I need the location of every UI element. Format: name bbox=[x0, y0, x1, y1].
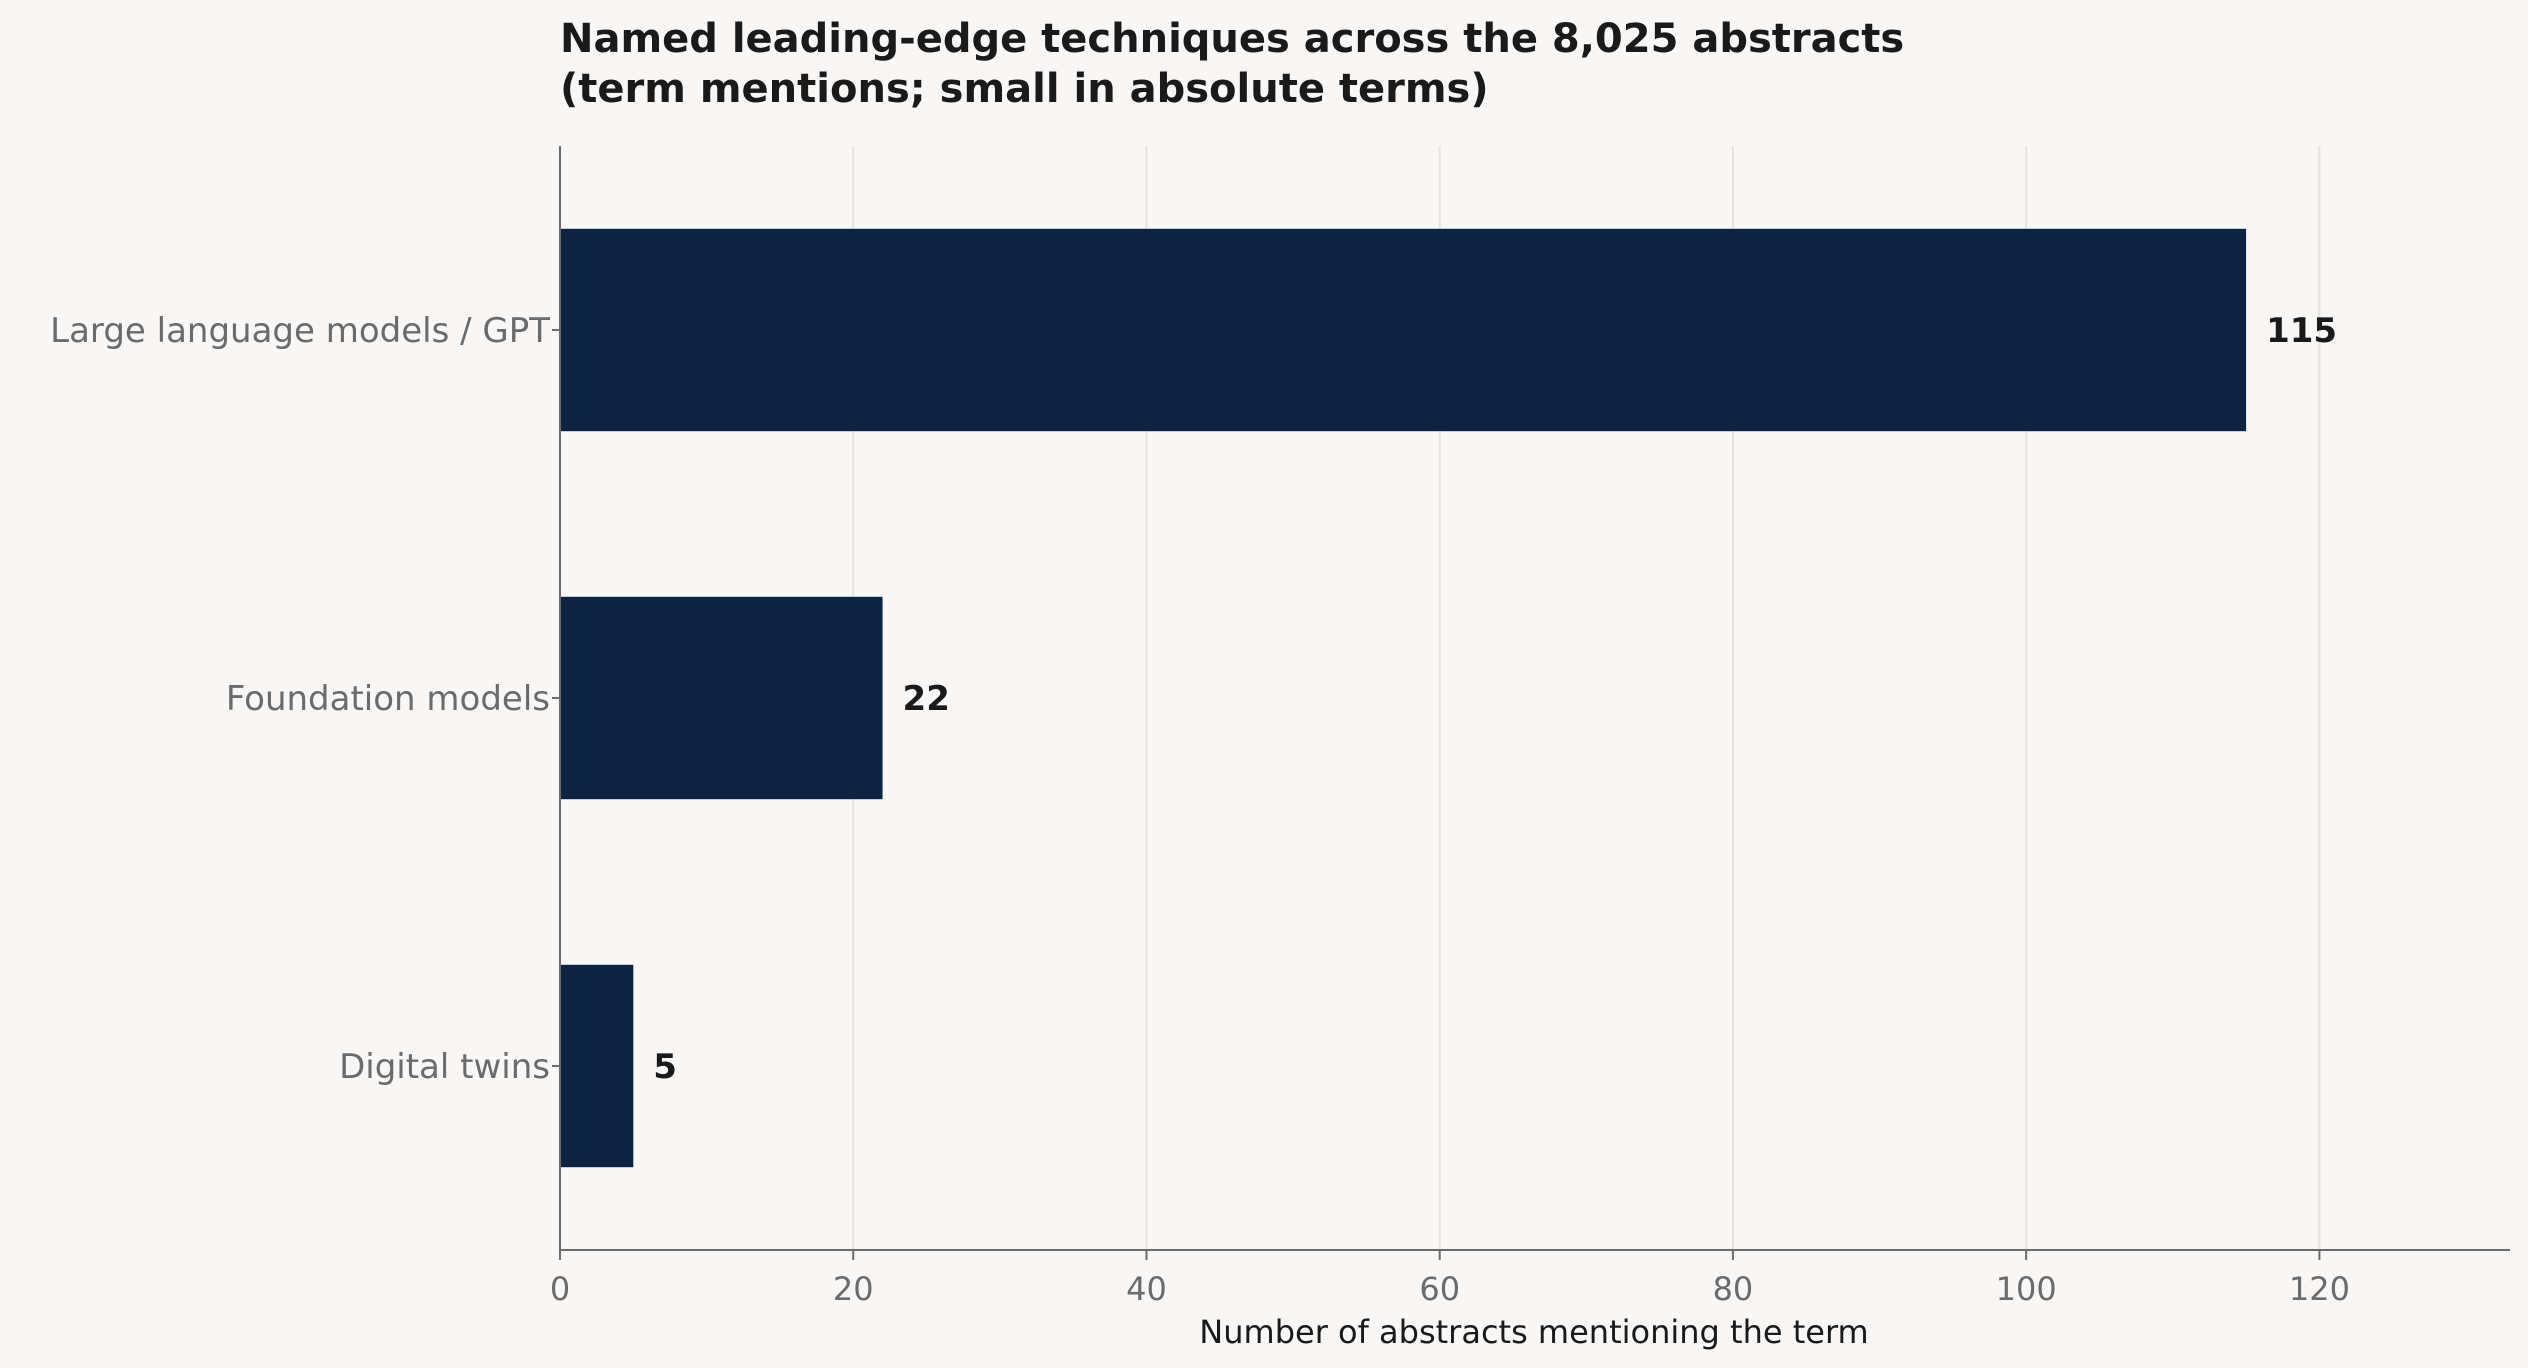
chart-title: Named leading-edge techniques across the… bbox=[560, 16, 1904, 112]
bars bbox=[560, 228, 2247, 1168]
x-tick-label: 60 bbox=[1419, 1270, 1460, 1308]
x-ticks: 0 20 40 60 80 100 120 bbox=[550, 1250, 2350, 1308]
x-tick-label: 40 bbox=[1126, 1270, 1167, 1308]
bar bbox=[560, 596, 883, 800]
chart-title-line: (term mentions; small in absolute terms) bbox=[560, 66, 1489, 112]
value-label: 5 bbox=[653, 1047, 677, 1087]
category-label: Foundation models bbox=[226, 679, 550, 719]
x-tick-label: 0 bbox=[550, 1270, 570, 1308]
bar bbox=[560, 228, 2247, 432]
x-tick-label: 100 bbox=[1996, 1270, 2057, 1308]
category-label: Large language models / GPT bbox=[50, 311, 550, 351]
category-label: Digital twins bbox=[339, 1047, 550, 1087]
value-label: 115 bbox=[2266, 311, 2337, 351]
chart-title-line: Named leading-edge techniques across the… bbox=[560, 16, 1904, 62]
value-label: 22 bbox=[903, 679, 950, 719]
bar bbox=[560, 964, 634, 1168]
x-tick-label: 120 bbox=[2289, 1270, 2350, 1308]
x-axis-title: Number of abstracts mentioning the term bbox=[1199, 1313, 1868, 1351]
x-tick-label: 80 bbox=[1713, 1270, 1754, 1308]
labels: Large language models / GPT 115 Foundation… bbox=[50, 311, 2337, 1087]
x-tick-label: 20 bbox=[833, 1270, 874, 1308]
